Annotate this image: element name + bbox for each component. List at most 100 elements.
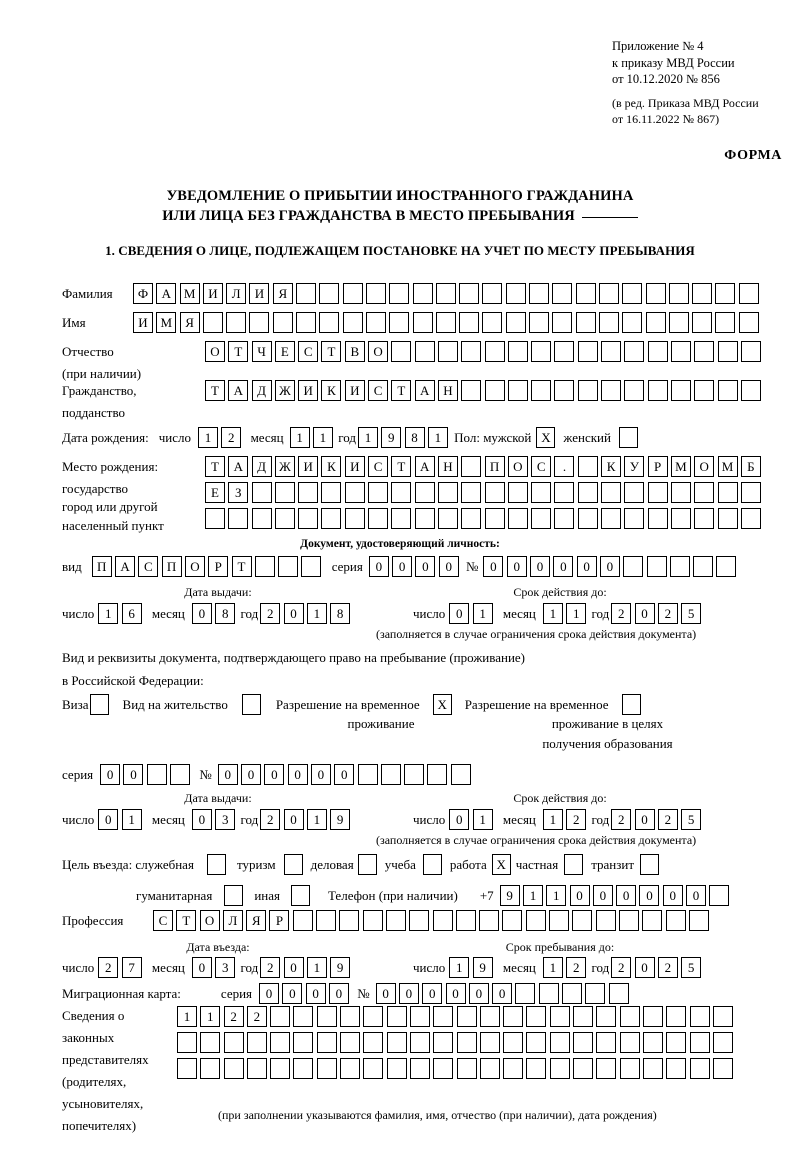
char-box[interactable]: О [184, 556, 205, 577]
entry-day-d1[interactable]: 2 [98, 957, 119, 978]
char-box[interactable] [585, 983, 606, 1004]
char-box[interactable] [507, 380, 528, 401]
char-box[interactable] [549, 1032, 570, 1053]
char-box[interactable]: 0 [445, 983, 466, 1004]
char-box[interactable]: 0 [468, 983, 489, 1004]
permit-valid-year-d3[interactable]: 2 [657, 809, 678, 830]
char-box[interactable] [456, 1006, 477, 1027]
char-box[interactable]: С [368, 456, 389, 477]
char-box[interactable]: 0 [287, 764, 308, 785]
char-box[interactable]: Ч [251, 341, 272, 362]
permit-issue-day-d1[interactable]: 0 [98, 809, 119, 830]
char-box[interactable] [666, 1006, 687, 1027]
char-box[interactable] [554, 380, 575, 401]
char-box[interactable] [668, 283, 689, 304]
entry-month-d1[interactable]: 0 [191, 957, 212, 978]
char-box[interactable] [391, 482, 412, 503]
permit-issue-month-d1[interactable]: 0 [191, 809, 212, 830]
char-box[interactable] [435, 312, 456, 333]
char-box[interactable]: 0 [123, 764, 144, 785]
purpose-private-checkbox[interactable] [564, 854, 584, 875]
purpose-work-checkbox[interactable]: X [491, 854, 511, 875]
char-box[interactable] [482, 312, 503, 333]
char-box[interactable] [507, 482, 528, 503]
char-box[interactable] [386, 1058, 407, 1079]
char-box[interactable] [715, 283, 736, 304]
char-box[interactable]: И [298, 380, 319, 401]
char-box[interactable] [577, 456, 598, 477]
char-box[interactable] [549, 910, 570, 931]
char-box[interactable] [596, 1006, 617, 1027]
char-box[interactable] [409, 1032, 430, 1053]
char-box[interactable]: Я [272, 283, 293, 304]
char-box[interactable]: А [115, 556, 136, 577]
char-box[interactable] [642, 910, 663, 931]
char-box[interactable]: 0 [368, 556, 389, 577]
char-box[interactable] [246, 1058, 267, 1079]
char-box[interactable] [363, 1006, 384, 1027]
permit-issue-day-d2[interactable]: 1 [121, 809, 142, 830]
char-box[interactable] [344, 508, 365, 529]
char-box[interactable] [670, 341, 691, 362]
purpose-study-checkbox[interactable] [422, 854, 442, 875]
char-box[interactable]: . [554, 456, 575, 477]
char-box[interactable] [455, 910, 476, 931]
char-box[interactable]: 1 [200, 1006, 221, 1027]
char-box[interactable]: 1 [546, 885, 567, 906]
char-box[interactable]: 0 [328, 983, 349, 1004]
char-box[interactable]: 0 [506, 556, 527, 577]
char-box[interactable] [484, 341, 505, 362]
char-box[interactable]: И [249, 283, 270, 304]
char-box[interactable]: И [133, 312, 153, 333]
char-box[interactable]: П [161, 556, 182, 577]
char-box[interactable] [456, 1032, 477, 1053]
char-box[interactable] [461, 341, 482, 362]
char-box[interactable] [386, 1006, 407, 1027]
char-box[interactable] [435, 283, 456, 304]
char-box[interactable]: Р [647, 456, 668, 477]
entry-day-d2[interactable]: 7 [121, 957, 142, 978]
char-box[interactable] [340, 1006, 361, 1027]
permit-valid-day-d1[interactable]: 0 [449, 809, 470, 830]
permit-issue-year-d3[interactable]: 1 [306, 809, 327, 830]
char-box[interactable] [270, 1006, 291, 1027]
char-box[interactable]: Я [179, 312, 200, 333]
entry-year-d3[interactable]: 1 [306, 957, 327, 978]
char-box[interactable]: П [91, 556, 112, 577]
char-box[interactable] [296, 283, 317, 304]
char-box[interactable] [296, 312, 317, 333]
char-box[interactable] [642, 1058, 663, 1079]
char-box[interactable] [688, 910, 709, 931]
legal-rep-row-2[interactable] [177, 1032, 733, 1053]
char-box[interactable] [292, 910, 313, 931]
char-box[interactable] [342, 283, 363, 304]
char-box[interactable] [505, 312, 526, 333]
birth-day-d2[interactable]: 2 [221, 427, 242, 448]
char-box[interactable]: 0 [662, 885, 683, 906]
char-box[interactable]: И [344, 456, 365, 477]
stay-year-d2[interactable]: 0 [634, 957, 655, 978]
birth-month-d2[interactable]: 1 [312, 427, 333, 448]
char-box[interactable]: Е [274, 341, 295, 362]
doc-valid-year-d2[interactable]: 0 [634, 603, 655, 624]
char-box[interactable] [624, 380, 645, 401]
char-box[interactable] [689, 1058, 710, 1079]
char-box[interactable] [404, 764, 425, 785]
char-box[interactable] [647, 341, 668, 362]
char-box[interactable]: С [531, 456, 552, 477]
char-box[interactable] [573, 1032, 594, 1053]
char-box[interactable] [507, 341, 528, 362]
char-box[interactable] [316, 1058, 337, 1079]
char-box[interactable] [301, 556, 322, 577]
stay-day-d1[interactable]: 1 [449, 957, 470, 978]
char-box[interactable] [177, 1032, 197, 1053]
birth-year-d2[interactable]: 9 [381, 427, 402, 448]
doc-issue-year-d1[interactable]: 2 [260, 603, 281, 624]
doc-valid-day-d2[interactable]: 1 [472, 603, 493, 624]
char-box[interactable]: К [321, 380, 342, 401]
char-box[interactable] [689, 1032, 710, 1053]
char-box[interactable] [717, 380, 738, 401]
purpose-other-checkbox[interactable] [290, 885, 310, 906]
